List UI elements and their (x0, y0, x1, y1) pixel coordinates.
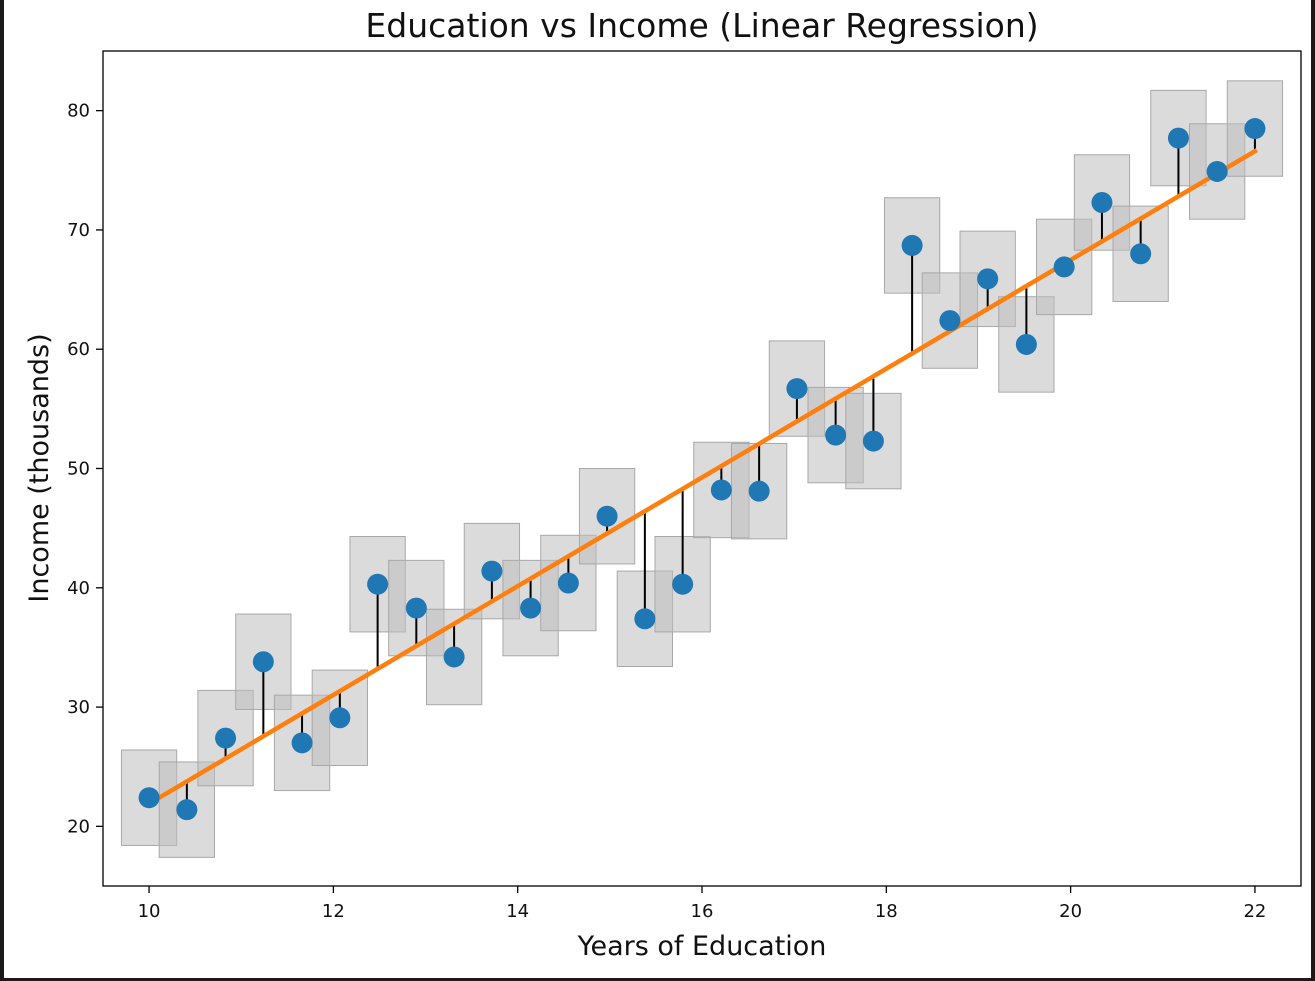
regression-line-layer (145, 148, 1259, 807)
x-tick-label: 16 (691, 901, 714, 922)
data-point (672, 573, 694, 595)
data-point (1130, 243, 1152, 265)
chart: Education vs Income (Linear Regression) … (24, 6, 1302, 962)
data-point (520, 597, 542, 619)
data-point (901, 234, 923, 256)
y-tick-label: 50 (67, 459, 90, 480)
y-tick-label: 60 (67, 339, 90, 360)
data-point (710, 479, 732, 501)
data-point (862, 430, 884, 452)
y-tick-label: 20 (67, 816, 90, 837)
data-point (138, 787, 160, 809)
data-point (176, 799, 198, 821)
data-point (748, 480, 770, 502)
y-tick-label: 30 (67, 697, 90, 718)
y-axis-ticks: 20 30 40 50 60 70 80 (67, 101, 103, 837)
x-tick-label: 18 (875, 901, 898, 922)
x-tick-label: 12 (322, 901, 345, 922)
data-point (329, 707, 351, 729)
data-point (291, 732, 313, 754)
y-axis-label: Income (thousands) (24, 333, 55, 602)
data-point (557, 572, 579, 594)
x-tick-label: 14 (506, 901, 529, 922)
data-point (634, 608, 656, 630)
data-point (1206, 160, 1228, 182)
data-point (596, 505, 618, 527)
data-point (1167, 127, 1189, 149)
x-tick-label: 10 (138, 901, 161, 922)
data-points (138, 118, 1266, 821)
data-point (215, 727, 237, 749)
y-tick-label: 80 (67, 101, 90, 122)
data-point (367, 573, 389, 595)
chart-title: Education vs Income (Linear Regression) (365, 6, 1038, 45)
regression-line (145, 148, 1259, 807)
x-axis-ticks: 10 12 14 16 18 20 22 (138, 886, 1266, 922)
data-point (1053, 256, 1075, 278)
y-tick-label: 40 (67, 578, 90, 599)
data-point (1091, 191, 1113, 213)
data-point (786, 378, 808, 400)
data-point (405, 597, 427, 619)
data-point (977, 268, 999, 290)
x-tick-label: 20 (1059, 901, 1082, 922)
data-point (481, 560, 503, 582)
data-point (825, 424, 847, 446)
data-point (1244, 118, 1266, 140)
data-point (1015, 333, 1037, 355)
x-tick-label: 22 (1243, 901, 1266, 922)
data-point (939, 310, 961, 332)
y-tick-label: 70 (67, 220, 90, 241)
data-point (443, 646, 465, 668)
x-axis-label: Years of Education (577, 931, 827, 962)
data-point (252, 651, 274, 673)
